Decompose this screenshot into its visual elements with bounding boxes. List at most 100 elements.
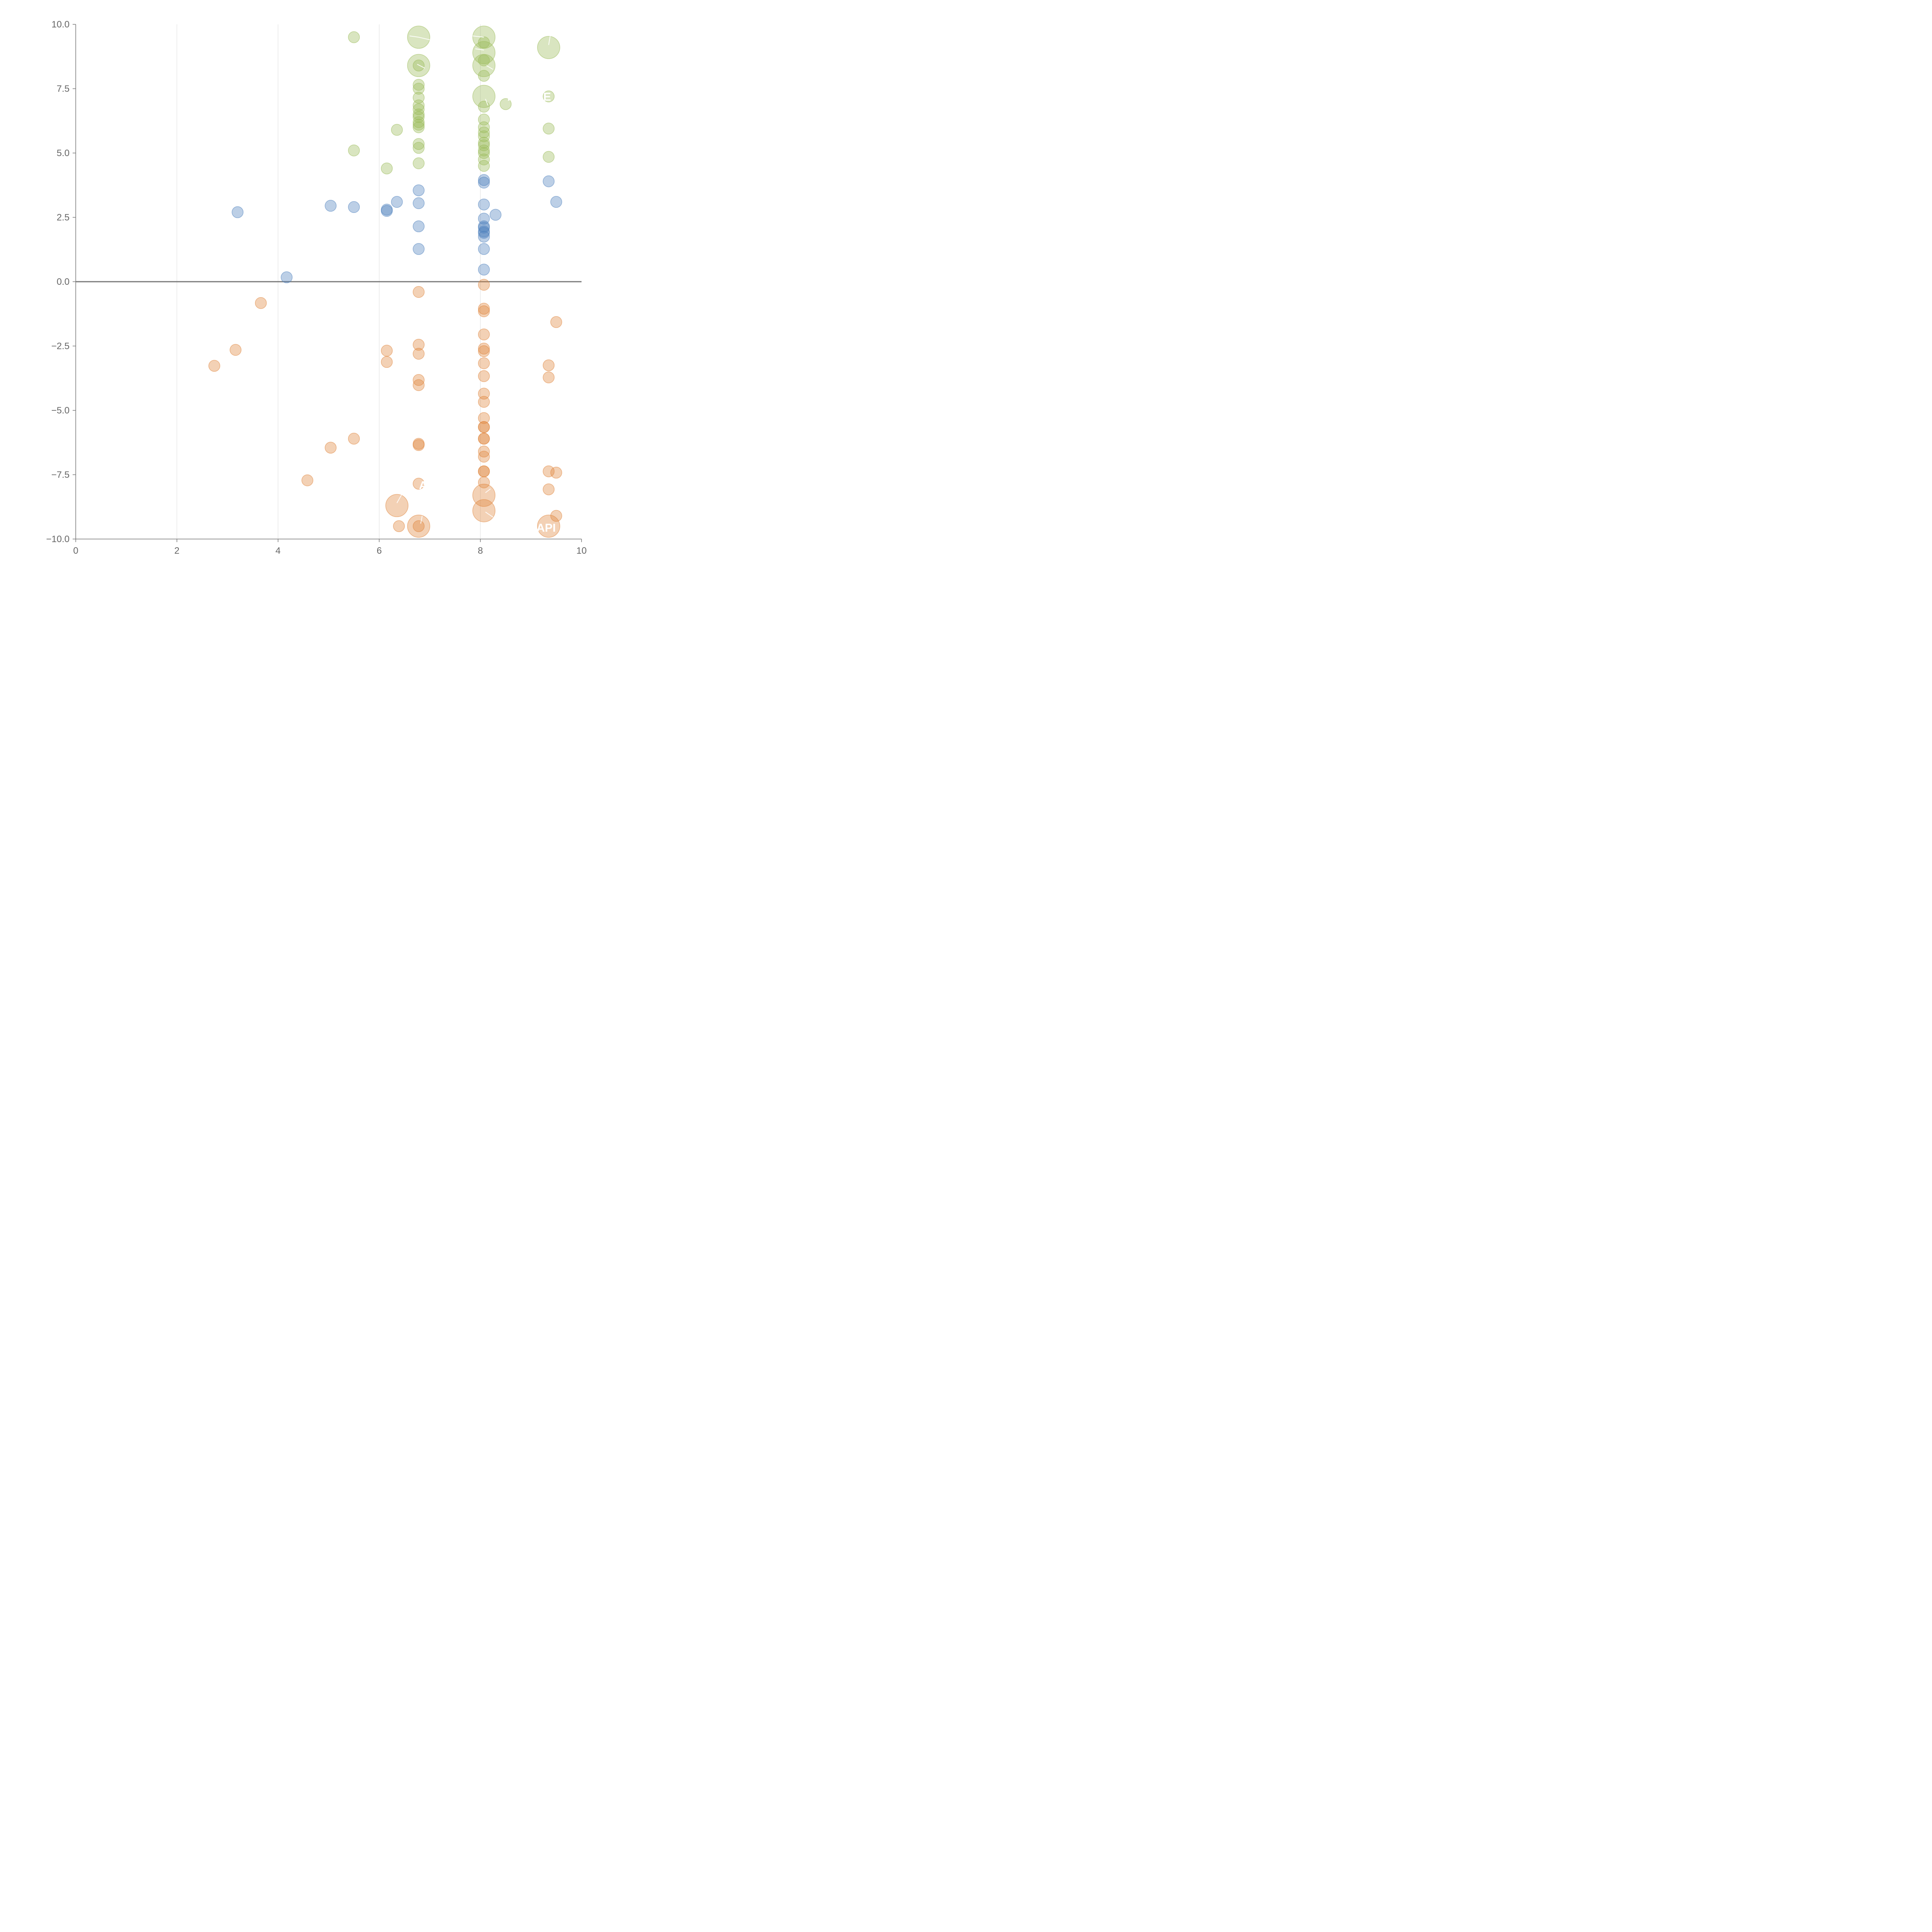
label-leader-line: [485, 99, 488, 106]
y-tick-label: 2.5: [57, 213, 70, 223]
data-point-orange: [478, 370, 490, 382]
point-label: AI: [419, 479, 430, 492]
data-point-orange: [550, 466, 562, 479]
x-tick-label: 8: [478, 546, 483, 556]
point-label: F: [507, 90, 514, 103]
y-tick-label: −2.5: [51, 341, 70, 352]
data-point-orange: [478, 303, 490, 315]
data-point-green: [478, 153, 490, 165]
label-leader-line: [475, 48, 484, 51]
label-leader-line: [548, 36, 551, 45]
data-point-green: [543, 90, 555, 102]
data-point-blue: [413, 220, 425, 233]
data-point-green: [478, 36, 490, 48]
data-point-blue: [478, 264, 490, 276]
label-leader-line: [418, 37, 430, 40]
data-point-orange: [543, 359, 555, 371]
data-point-green: [472, 41, 496, 65]
data-point-orange: [478, 342, 490, 355]
data-point-green: [407, 54, 430, 77]
data-point-orange: [413, 379, 425, 391]
label-leader-line: [396, 493, 403, 503]
data-point-orange: [301, 474, 313, 486]
data-point-orange: [381, 345, 393, 357]
label-leader-line: [417, 64, 425, 69]
data-points: [208, 26, 562, 538]
data-point-blue: [550, 196, 562, 208]
y-tick-label: 5.0: [57, 148, 70, 158]
data-point-green: [348, 145, 360, 156]
data-point-orange: [478, 388, 490, 400]
x-tick-label: 2: [174, 546, 179, 556]
data-point-orange: [478, 305, 490, 317]
data-point-orange: [478, 396, 490, 408]
data-point-orange: [413, 478, 425, 490]
data-point-orange: [478, 345, 490, 357]
data-point-green: [413, 99, 425, 112]
label-leader-line: [420, 515, 423, 524]
data-point-orange: [478, 328, 490, 340]
label-leader-line: [485, 512, 493, 518]
data-point-green: [478, 54, 490, 66]
y-tick-label: 10.0: [51, 19, 70, 30]
data-point-blue: [413, 184, 425, 196]
data-point-green: [478, 126, 490, 138]
data-point-blue: [413, 197, 425, 209]
data-point-orange: [472, 499, 496, 522]
data-point-blue: [478, 177, 490, 189]
data-point-blue: [478, 174, 490, 186]
label-leader-line: [409, 35, 419, 38]
data-point-orange: [413, 439, 425, 451]
data-point-green: [413, 83, 425, 95]
data-point-orange: [413, 338, 425, 351]
data-point-green: [478, 70, 490, 82]
y-tick-label: 0.0: [57, 277, 70, 287]
data-point-green: [478, 121, 490, 133]
data-point-orange: [478, 451, 490, 463]
data-point-green: [413, 79, 425, 91]
x-tick-label: 4: [276, 546, 281, 556]
axes: 0 2 4 6 8 10 10.0 7.5 5.0 2.5 0.0 −2.5 −5.0 −7.5 −10.0: [46, 19, 587, 556]
data-point-orange: [550, 510, 562, 522]
data-point-blue: [325, 200, 337, 212]
point-label: E: [543, 90, 551, 103]
data-point-green: [537, 36, 560, 59]
data-point-orange: [478, 446, 490, 457]
x-tick-label: 6: [377, 546, 382, 556]
data-point-orange: [407, 514, 430, 538]
data-point-green: [391, 124, 403, 136]
x-tick-label: 10: [577, 546, 587, 556]
data-point-green: [413, 121, 425, 133]
data-point-orange: [478, 421, 490, 433]
data-point-orange: [543, 483, 555, 495]
data-point-blue: [348, 201, 360, 213]
data-point-orange: [478, 412, 490, 424]
data-point-green: [413, 142, 425, 154]
data-point-green: [413, 157, 425, 169]
data-point-green: [543, 122, 555, 134]
data-point-blue: [490, 209, 502, 221]
data-point-orange: [393, 520, 405, 532]
data-point-green: [472, 85, 496, 108]
data-point-orange: [543, 371, 555, 384]
data-point-blue: [478, 198, 490, 211]
data-point-green: [413, 60, 425, 71]
x-tick-label: 0: [73, 546, 78, 556]
data-point-orange: [478, 433, 490, 445]
data-point-orange: [208, 360, 220, 372]
data-point-green: [500, 98, 512, 110]
data-point-blue: [478, 227, 490, 239]
data-point-green: [478, 100, 490, 113]
label-leader-line: [473, 35, 484, 38]
point-labels: F E AI API: [396, 35, 556, 534]
data-point-green: [413, 138, 425, 150]
data-point-orange: [537, 514, 560, 538]
scatter-chart: 0 2 4 6 8 10 10.0 7.5 5.0 2.5 0.0 −2.5 −5.0 −7.5 −10.0…: [46, 19, 587, 556]
data-point-green: [478, 130, 490, 142]
data-point-green: [478, 160, 490, 172]
data-point-orange: [381, 356, 393, 368]
data-point-blue: [413, 243, 425, 255]
data-point-green: [543, 151, 555, 163]
data-point-orange: [348, 433, 360, 445]
data-point-orange: [478, 357, 490, 369]
